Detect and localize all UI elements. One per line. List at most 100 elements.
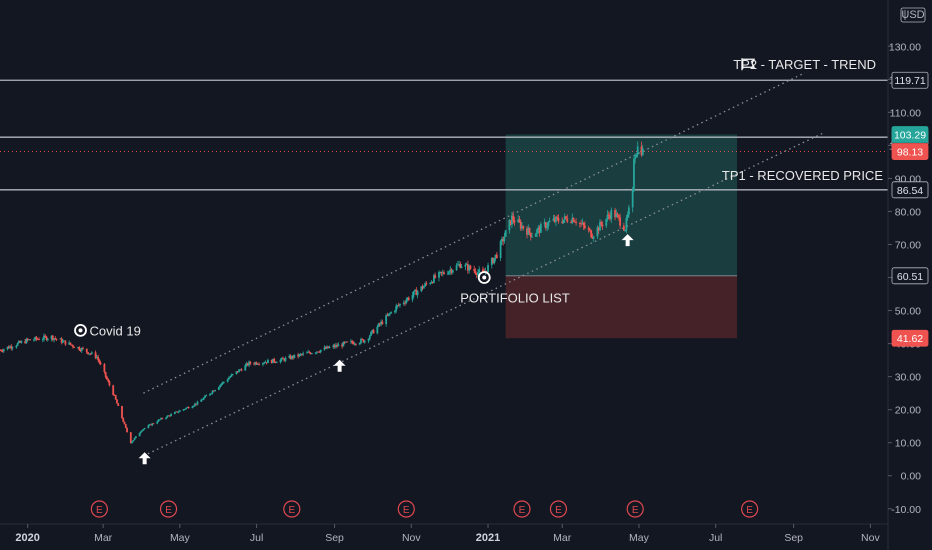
candle-body	[511, 215, 513, 225]
candle-body	[395, 305, 398, 311]
earnings-marker	[159, 500, 178, 518]
candle-body	[167, 415, 170, 417]
candle-body	[99, 362, 102, 365]
candle-body	[177, 411, 180, 413]
candle-body	[455, 265, 458, 271]
candle-body	[622, 225, 625, 231]
candle-body	[543, 222, 546, 225]
candle-body	[246, 363, 249, 366]
candle-body	[509, 220, 512, 225]
x-tick-label: May	[629, 532, 650, 544]
candle-body	[441, 272, 444, 274]
candle-body	[346, 341, 349, 343]
candle-body	[561, 221, 564, 224]
candle-body	[25, 338, 28, 344]
candle-body	[142, 429, 145, 431]
candle-body	[592, 236, 595, 239]
candle-body	[157, 419, 160, 422]
candle-body	[316, 351, 318, 353]
candle-body	[539, 224, 542, 233]
candle-body	[272, 358, 274, 364]
currency-label[interactable]: USD	[901, 9, 924, 21]
candle-body	[95, 356, 98, 358]
candle-body	[24, 341, 27, 344]
x-tick-label: May	[170, 532, 191, 544]
earnings-marker	[397, 500, 415, 518]
candle-body	[415, 289, 418, 296]
candle-body	[51, 335, 54, 340]
candle-body	[311, 353, 313, 355]
candle-body	[600, 222, 603, 225]
candle-body	[33, 339, 35, 341]
candle-body	[548, 220, 551, 222]
target-circle-icon-dot	[482, 275, 487, 280]
candle-body	[446, 273, 449, 275]
level-price-label-box	[891, 181, 929, 199]
candle-body	[148, 424, 151, 426]
candle-body	[150, 424, 152, 426]
candle-body	[627, 207, 630, 215]
candle-body	[404, 302, 406, 304]
candles	[0, 141, 644, 444]
candle-body	[183, 409, 186, 410]
candle-body	[173, 412, 176, 415]
last-price-label-box	[891, 143, 929, 160]
candle-body	[589, 229, 591, 231]
candle-body	[438, 272, 440, 278]
entry-price-label-box	[891, 267, 929, 285]
earnings-marker-label: E	[165, 505, 172, 516]
x-tick-label: Sep	[325, 532, 344, 544]
candle-body	[220, 383, 223, 386]
candle-body	[298, 354, 301, 357]
candle-body	[519, 222, 522, 229]
candle-body	[265, 362, 268, 364]
candle-body	[544, 222, 547, 229]
entry-price-label: 60.51	[897, 271, 923, 283]
candle-body	[605, 218, 608, 226]
candle-body	[166, 415, 169, 418]
tp1-label: TP1 - RECOVERED PRICE	[722, 168, 883, 183]
trend-channel[interactable]	[143, 72, 826, 457]
candle-body	[465, 264, 468, 266]
horizontal-levels[interactable]	[0, 79, 888, 191]
candle-body	[264, 362, 267, 363]
candle-body	[176, 411, 179, 413]
candle-body	[615, 213, 618, 218]
candle-body	[255, 362, 258, 365]
candle-body	[221, 382, 224, 384]
candle-body	[152, 423, 155, 425]
candle-body	[360, 339, 362, 344]
candle-body	[274, 361, 277, 363]
candle-body	[405, 300, 408, 304]
candle-body	[522, 225, 525, 229]
candle-body	[235, 371, 238, 375]
time-axis[interactable]: 2020 Mar May Jul Sep Nov 2021 Mar May Jul Sep Nov	[0, 523, 888, 544]
candle-body	[113, 394, 116, 396]
candle-body	[466, 264, 469, 271]
candle-body	[397, 305, 400, 306]
candle-body	[458, 263, 460, 265]
candle-body	[424, 283, 427, 287]
candle-body	[168, 415, 171, 417]
y-tick-label: 50.00	[895, 306, 921, 318]
target-circle-icon	[477, 271, 491, 284]
tp2-label: TP2 - TARGET - TREND	[733, 57, 876, 72]
candle-body	[160, 418, 162, 420]
candle-body	[69, 342, 72, 345]
candle-body	[459, 263, 462, 268]
candle-body	[385, 315, 388, 325]
x-tick-label: 2020	[15, 532, 39, 544]
earnings-marker	[549, 500, 568, 518]
candle-body	[324, 347, 327, 349]
candle-body	[513, 220, 516, 223]
candle-body	[175, 411, 177, 413]
candle-body	[249, 361, 252, 364]
target-circle-icon	[74, 323, 87, 337]
candle-body	[50, 335, 53, 339]
candle-body	[82, 348, 84, 349]
candle-body	[508, 220, 511, 231]
candle-body	[195, 403, 198, 405]
candle-body	[617, 215, 620, 218]
